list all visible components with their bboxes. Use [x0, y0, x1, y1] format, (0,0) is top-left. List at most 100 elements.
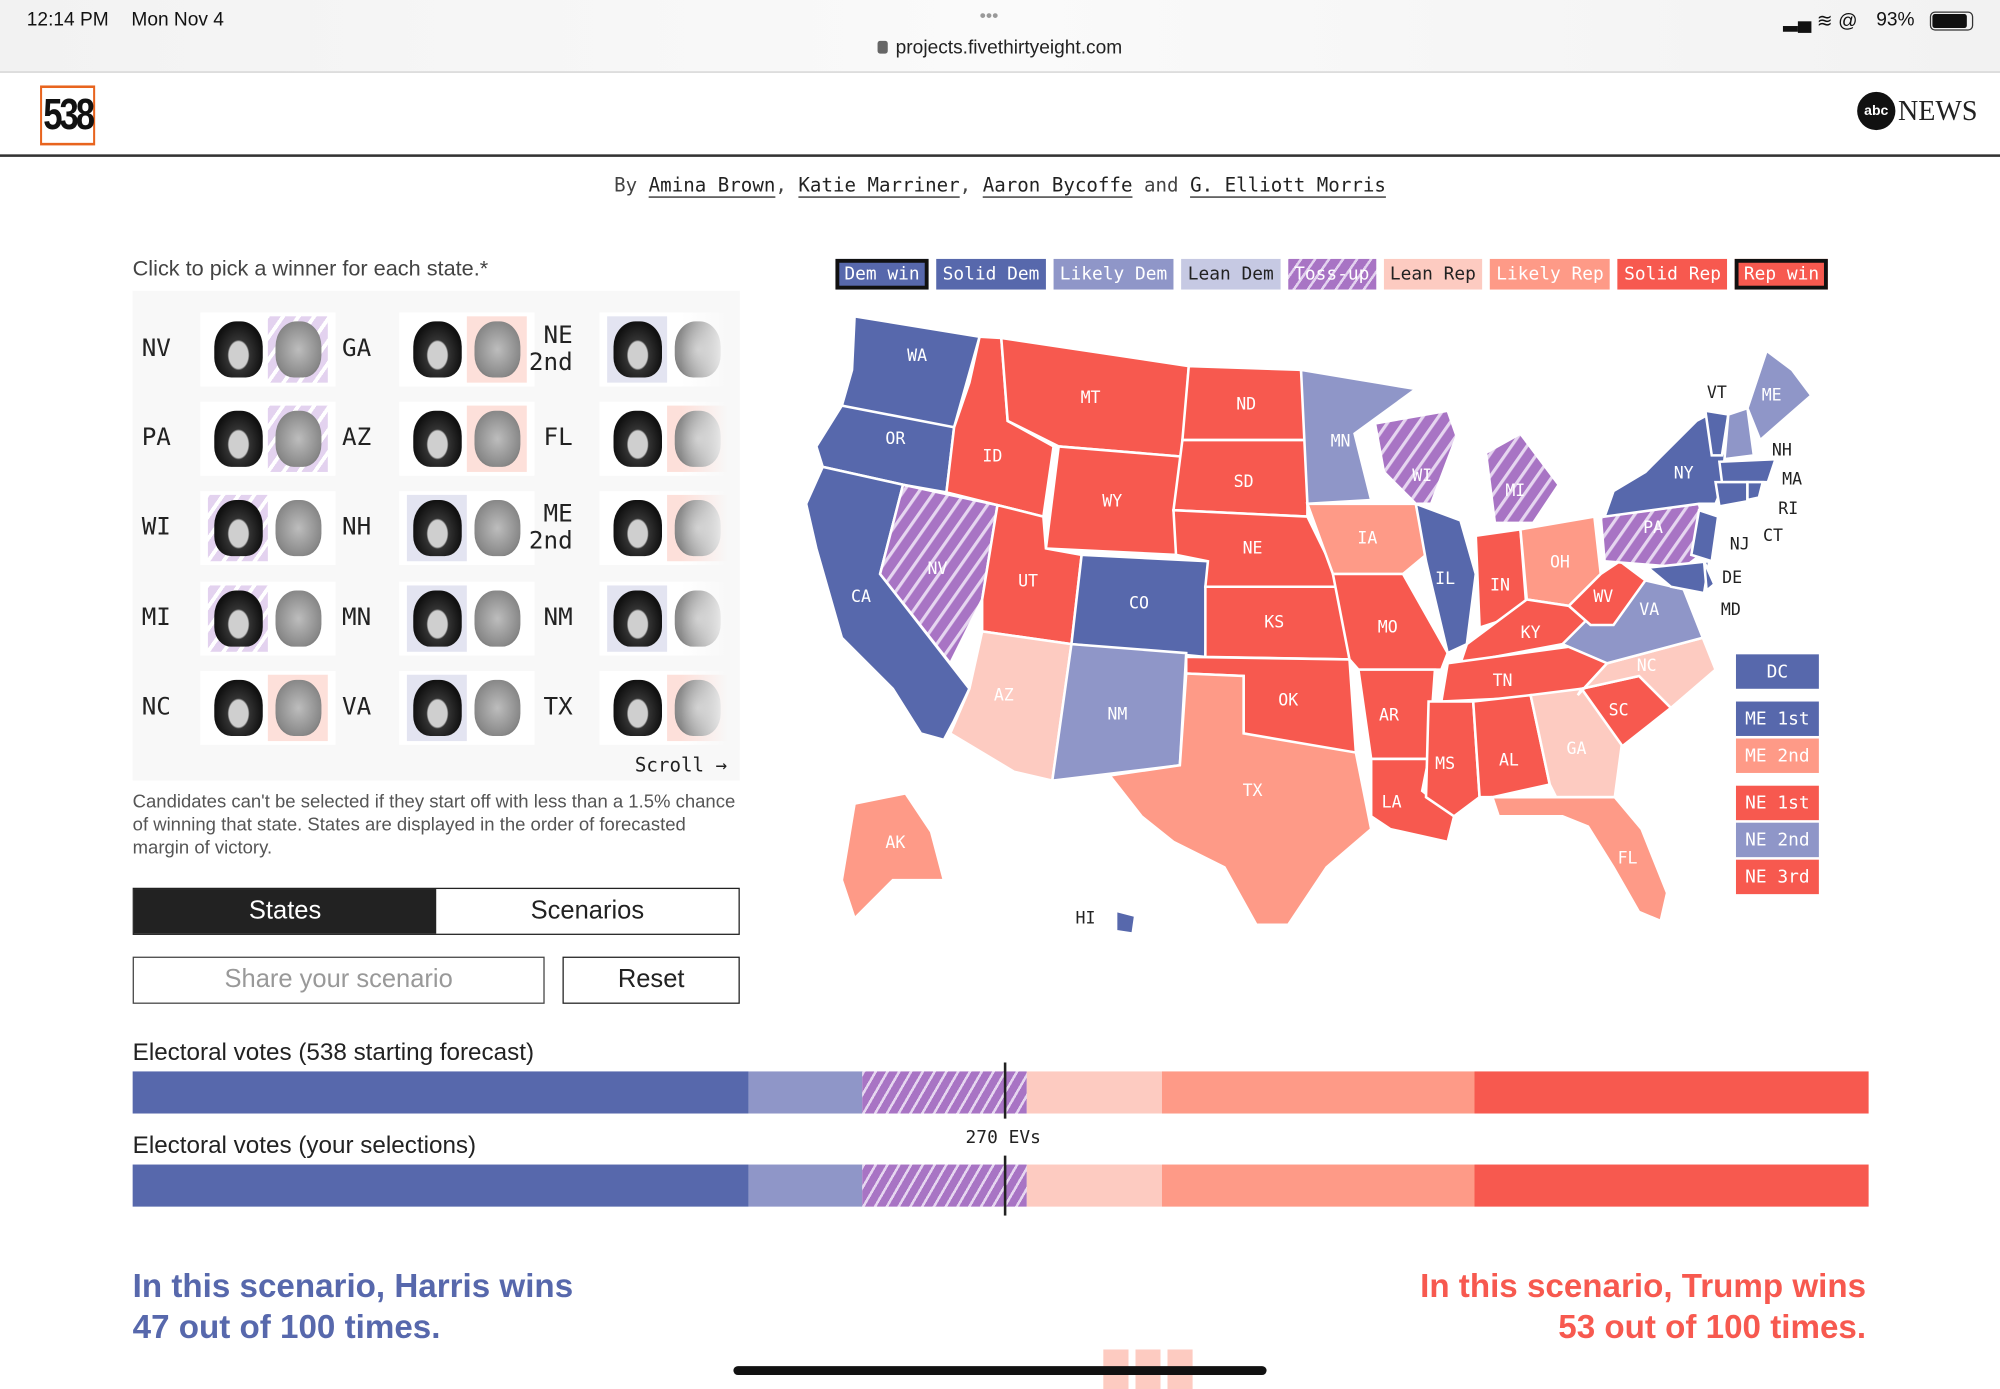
url-bar[interactable]: projects.fivethirtyeight.com: [0, 37, 2000, 59]
legend-rep-win[interactable]: Rep win: [1734, 258, 1829, 290]
trump-pick-button[interactable]: [267, 405, 328, 472]
tab-scenarios[interactable]: Scenarios: [530, 896, 645, 925]
state-md[interactable]: [1644, 559, 1711, 595]
state-nj[interactable]: [1689, 508, 1720, 563]
district-chip[interactable]: NE 2nd: [1735, 822, 1819, 858]
state-label: MD: [1721, 600, 1741, 619]
state-ar[interactable]: [1356, 668, 1437, 761]
state-ri[interactable]: [1746, 480, 1765, 502]
legend-solid-dem[interactable]: Solid Dem: [936, 258, 1046, 290]
state-ct[interactable]: [1714, 480, 1749, 508]
state-wi[interactable]: [1373, 409, 1458, 506]
harris-pick-button[interactable]: [406, 585, 467, 652]
lock-icon: [877, 40, 889, 54]
forecast-bar-label: Electoral votes (538 starting forecast): [132, 1039, 535, 1067]
state-az[interactable]: [948, 629, 1073, 783]
state-nd[interactable]: [1181, 364, 1309, 442]
ev-segment-toss-up: [861, 1164, 1027, 1207]
harris-pick-button[interactable]: [406, 674, 467, 742]
scroll-hint[interactable]: Scroll →: [634, 753, 728, 777]
reset-button[interactable]: Reset: [562, 956, 740, 1004]
author-link[interactable]: Amina Brown: [648, 173, 776, 197]
trump-outcome: In this scenario, Trump wins 53 out of 10…: [1420, 1266, 1867, 1346]
district-chip[interactable]: ME 2nd: [1735, 738, 1819, 773]
scroll-fade: [681, 290, 740, 750]
harris-pick-button[interactable]: [607, 316, 668, 383]
legend-dem-win[interactable]: Dem win: [835, 258, 929, 290]
state-nm[interactable]: [1050, 642, 1188, 783]
state-pick-card: [399, 401, 535, 476]
trump-pick-button[interactable]: [466, 316, 527, 383]
trump-pick-button[interactable]: [267, 674, 328, 742]
state-co[interactable]: [1070, 553, 1210, 659]
harris-pick-button[interactable]: [207, 494, 268, 562]
district-chip[interactable]: NE 3rd: [1735, 859, 1819, 895]
state-wy[interactable]: [1044, 445, 1184, 557]
538-logo[interactable]: 538: [40, 85, 96, 146]
state-picker-grid[interactable]: Scroll → NV PA WI MI NC GA AZ NH MN VA NE 2nd FL ME …: [132, 290, 740, 781]
state-me[interactable]: [1746, 348, 1813, 443]
ev-segment-lean-rep: [1026, 1164, 1162, 1207]
state-al[interactable]: [1471, 693, 1552, 799]
selection-ev-bar: [132, 1164, 1869, 1207]
harris-outcome: In this scenario, Harris wins 47 out of 1…: [132, 1266, 574, 1346]
state-vt[interactable]: [1703, 409, 1730, 457]
harris-pick-button[interactable]: [207, 585, 268, 652]
author-link[interactable]: G. Elliott Morris: [1190, 173, 1386, 197]
state-mi[interactable]: [1484, 432, 1561, 525]
state-nh[interactable]: [1723, 406, 1756, 461]
ev-segment-likely-dem: [748, 1071, 862, 1114]
legend-lean-dem[interactable]: Lean Dem: [1181, 258, 1281, 290]
picker-footnote: Candidates can't be selected if they sta…: [132, 792, 736, 859]
district-chip[interactable]: ME 1st: [1735, 701, 1819, 736]
state-tx[interactable]: [1107, 672, 1373, 927]
selection-bar-label: Electoral votes (your selections): [132, 1132, 477, 1160]
harris-pick-button[interactable]: [406, 494, 467, 562]
state-ia[interactable]: [1305, 502, 1428, 576]
harris-pick-button[interactable]: [607, 585, 668, 652]
picker-state-label: FL: [543, 423, 573, 452]
picker-state-label: NH: [341, 512, 372, 541]
state-ma[interactable]: [1717, 457, 1778, 484]
state-label: VT: [1707, 383, 1727, 402]
state-label: NH: [1772, 440, 1792, 459]
state-pick-card: [200, 401, 336, 476]
tab-states[interactable]: States: [133, 889, 437, 934]
author-link[interactable]: Katie Marriner: [798, 173, 960, 197]
legend-likely-dem[interactable]: Likely Dem: [1053, 258, 1174, 290]
picker-instruction: Click to pick a winner for each state.*: [132, 256, 489, 281]
abc-news-logo[interactable]: abc NEWS: [1857, 91, 1977, 131]
district-chip[interactable]: DC: [1735, 654, 1819, 689]
state-wv[interactable]: [1567, 559, 1648, 627]
ev-segment-likely-dem: [748, 1164, 862, 1207]
legend-likely-rep[interactable]: Likely Rep: [1489, 258, 1611, 290]
state-mo[interactable]: [1331, 572, 1450, 671]
picker-state-label: NC: [141, 692, 171, 721]
district-chip[interactable]: NE 1st: [1735, 785, 1819, 821]
signal-wifi-icon: ▂▄ ≋ @: [1783, 10, 1858, 32]
share-scenario-button[interactable]: Share your scenario: [132, 956, 545, 1004]
picker-state-label: ME 2nd: [528, 499, 573, 555]
state-label: CT: [1763, 526, 1783, 545]
state-hi[interactable]: [1114, 909, 1137, 936]
state-ak[interactable]: [840, 791, 946, 921]
trump-pick-button[interactable]: [466, 405, 527, 472]
state-pick-card: [399, 581, 535, 656]
author-link[interactable]: Aaron Bycoffe: [982, 173, 1133, 197]
picker-state-label: TX: [543, 692, 573, 721]
state-sd[interactable]: [1172, 438, 1309, 518]
state-de[interactable]: [1702, 560, 1716, 594]
state-fl[interactable]: [1490, 795, 1669, 923]
legend-lean-rep[interactable]: Lean Rep: [1383, 258, 1483, 290]
state-label: RI: [1778, 499, 1798, 518]
legend-solid-rep[interactable]: Solid Rep: [1617, 258, 1728, 290]
home-indicator[interactable]: [733, 1366, 1267, 1375]
tab-dots-icon[interactable]: •••: [979, 5, 999, 26]
state-label: NJ: [1730, 535, 1750, 554]
state-ms[interactable]: [1424, 700, 1481, 818]
trump-pick-button[interactable]: [267, 316, 328, 383]
state-ks[interactable]: [1204, 585, 1351, 661]
clock: 12:14 PM: [26, 8, 109, 31]
picker-state-label: GA: [341, 334, 372, 363]
legend-toss-up[interactable]: Toss-up: [1287, 258, 1376, 290]
